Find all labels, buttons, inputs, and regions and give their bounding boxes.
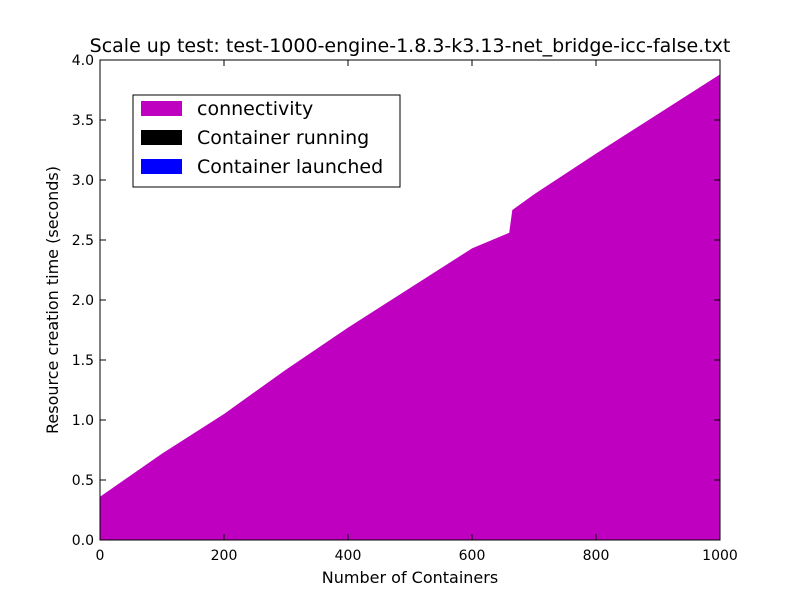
plot-area bbox=[100, 74, 720, 541]
y-tick-label: 1.0 bbox=[72, 413, 94, 429]
legend-swatch-2 bbox=[141, 159, 182, 174]
y-tick-label: 2.5 bbox=[72, 233, 94, 249]
x-tick-label: 0 bbox=[96, 548, 105, 564]
x-axis-label: Number of Containers bbox=[322, 568, 498, 587]
x-tick-label: 800 bbox=[583, 548, 610, 564]
legend: connectivity Container running Container l… bbox=[132, 94, 401, 188]
x-tick-label: 600 bbox=[459, 548, 486, 564]
legend-label-0: connectivity bbox=[197, 98, 313, 120]
y-tick-label: 3.5 bbox=[72, 113, 94, 129]
y-tick-label: 3.0 bbox=[72, 173, 94, 189]
legend-swatch-0 bbox=[141, 101, 182, 116]
y-tick-label: 2.0 bbox=[72, 293, 94, 309]
y-tick-label: 0.0 bbox=[72, 533, 94, 549]
legend-label-2: Container launched bbox=[197, 156, 383, 178]
legend-label-1: Container running bbox=[197, 127, 369, 149]
x-tick-label: 400 bbox=[335, 548, 362, 564]
y-tick-label: 4.0 bbox=[72, 53, 94, 69]
y-tick-label: 1.5 bbox=[72, 353, 94, 369]
legend-swatch-1 bbox=[141, 130, 182, 145]
series-area-0 bbox=[100, 74, 720, 541]
plot-frame bbox=[99, 59, 721, 541]
y-axis-label: Resource creation time (seconds) bbox=[43, 166, 62, 434]
x-tick-label: 200 bbox=[211, 548, 238, 564]
x-tick-label: 1000 bbox=[702, 548, 738, 564]
y-tick-label: 0.5 bbox=[72, 473, 94, 489]
chart-title: Scale up test: test-1000-engine-1.8.3-k3… bbox=[90, 35, 731, 57]
